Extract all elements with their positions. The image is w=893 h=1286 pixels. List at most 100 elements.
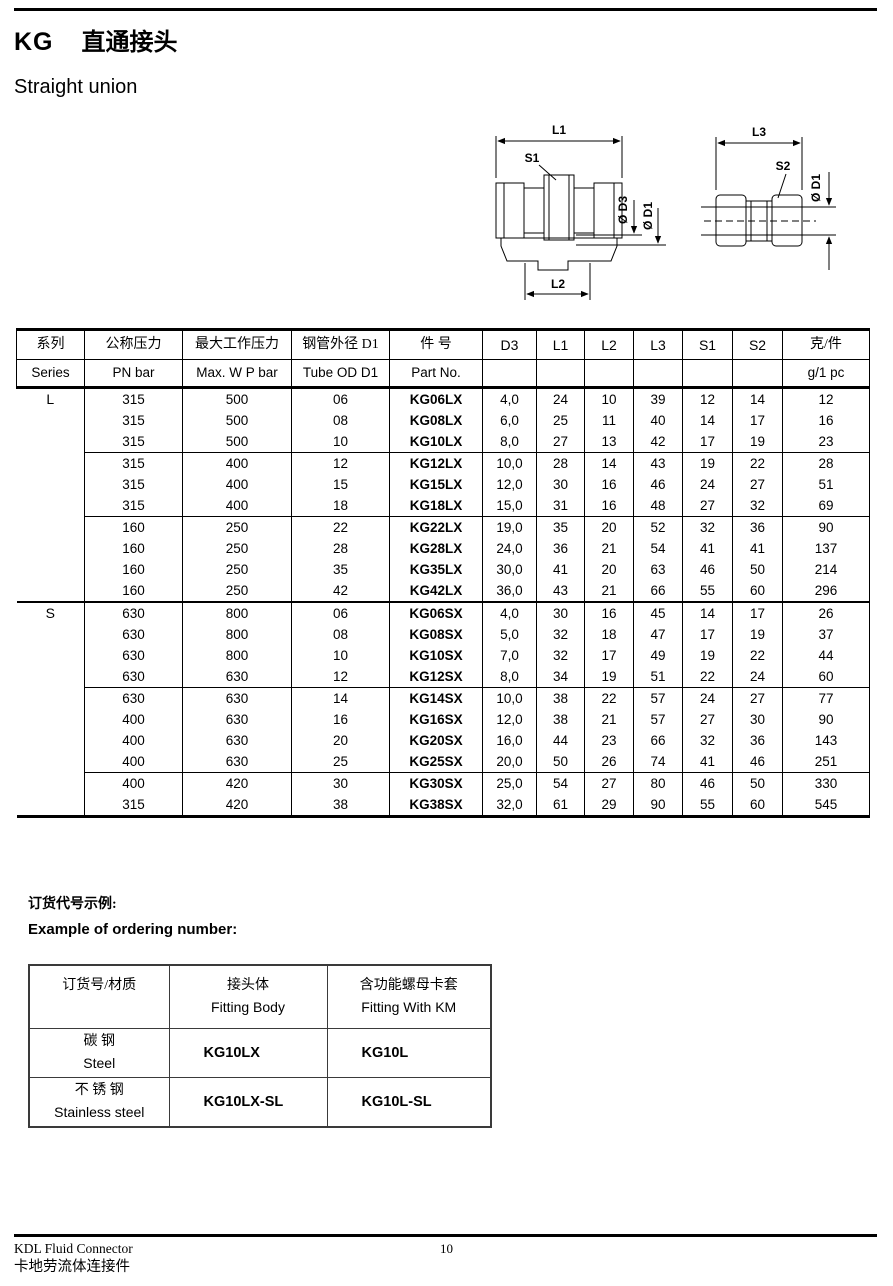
ordering-col-material: 订货号/材质 <box>28 964 170 1029</box>
data-cell: 77 <box>782 687 870 709</box>
data-cell: 545 <box>782 794 870 818</box>
table-row: 315 400 15 KG15LX 12,0 30 16 46 24 27 51 <box>17 474 870 495</box>
data-cell: 38 <box>536 709 585 730</box>
data-cell: 24 <box>536 387 585 410</box>
series-code-title: KG <box>14 28 54 56</box>
col-header-empty <box>536 359 585 389</box>
data-cell: 26 <box>782 602 870 624</box>
data-cell: 800 <box>182 624 292 645</box>
part-number-cell: KG08SX <box>389 624 483 645</box>
data-cell: 16 <box>782 410 870 431</box>
data-cell: 630 <box>182 666 292 688</box>
data-cell: 22 <box>732 452 783 474</box>
ordering-col-km-en: Fitting With KM <box>361 999 457 1015</box>
data-cell: 5,0 <box>482 624 537 645</box>
data-cell: 43 <box>536 580 585 603</box>
data-cell: 4,0 <box>482 602 537 624</box>
dim-label-l2: L2 <box>551 277 565 291</box>
data-cell: 46 <box>732 751 783 773</box>
dim-label-d1-right: Ø D1 <box>809 174 823 202</box>
data-cell: 29 <box>584 794 634 818</box>
ordering-table: 订货号/材质 接头体 Fitting Body 含功能螺母卡套 Fitting … <box>28 964 492 1128</box>
data-cell: 74 <box>633 751 683 773</box>
col-header-empty <box>584 359 634 389</box>
data-cell: 24 <box>682 687 733 709</box>
data-cell: 34 <box>536 666 585 688</box>
data-cell: 630 <box>84 666 183 688</box>
table-row: 630 800 10 KG10SX 7,0 32 17 49 19 22 44 <box>17 645 870 666</box>
col-header-partno-en: Part No. <box>389 359 483 389</box>
material-stainless: 不 锈 钢 Stainless steel <box>28 1077 170 1128</box>
data-cell: 315 <box>84 794 183 818</box>
data-cell: 41 <box>682 538 733 559</box>
data-cell: 14 <box>584 452 634 474</box>
data-cell: 30 <box>732 709 783 730</box>
data-cell: 22 <box>584 687 634 709</box>
ordering-row-steel: 碳 钢 Steel KG10LX KG10L <box>28 1028 492 1078</box>
data-cell: 250 <box>182 538 292 559</box>
data-cell: 20 <box>584 516 634 538</box>
title-chinese: 直通接头 <box>81 30 178 56</box>
data-cell: 54 <box>536 772 585 794</box>
data-cell: 214 <box>782 559 870 580</box>
data-cell: 31 <box>536 495 585 517</box>
data-cell: 4,0 <box>482 387 537 410</box>
data-cell: 315 <box>84 474 183 495</box>
data-cell: 43 <box>633 452 683 474</box>
part-number-cell: KG12LX <box>389 452 483 474</box>
data-cell: 17 <box>682 624 733 645</box>
data-cell: 19 <box>682 452 733 474</box>
data-cell: 39 <box>633 387 683 410</box>
data-cell: 500 <box>182 410 292 431</box>
data-cell: 14 <box>682 410 733 431</box>
table-row: 315 400 12 KG12LX 10,0 28 14 43 19 22 28 <box>17 452 870 474</box>
steel-km-code: KG10L <box>326 1028 492 1078</box>
dim-label-l3: L3 <box>752 125 766 139</box>
data-cell: 13 <box>584 431 634 453</box>
col-header-empty <box>482 359 537 389</box>
data-cell: 400 <box>84 730 183 751</box>
data-cell: 27 <box>732 687 783 709</box>
data-cell: 28 <box>536 452 585 474</box>
col-header-l2: L2 <box>584 329 634 360</box>
data-cell: 14 <box>732 387 783 410</box>
data-cell: 23 <box>782 431 870 453</box>
col-header-d3: D3 <box>482 329 537 360</box>
data-cell: 400 <box>182 495 292 517</box>
series-label: L <box>16 387 85 603</box>
data-cell: 42 <box>291 580 390 603</box>
data-cell: 420 <box>182 772 292 794</box>
part-number-cell: KG06LX <box>389 387 483 410</box>
data-cell: 44 <box>536 730 585 751</box>
part-number-cell: KG28LX <box>389 538 483 559</box>
col-header-empty <box>732 359 783 389</box>
part-number-cell: KG22LX <box>389 516 483 538</box>
data-cell: 22 <box>732 645 783 666</box>
data-cell: 28 <box>291 538 390 559</box>
data-cell: 08 <box>291 624 390 645</box>
part-number-cell: KG20SX <box>389 730 483 751</box>
table-row: 315 500 08 KG08LX 6,0 25 11 40 14 17 16 <box>17 410 870 431</box>
data-cell: 40 <box>633 410 683 431</box>
data-cell: 630 <box>182 751 292 773</box>
data-cell: 51 <box>782 474 870 495</box>
data-cell: 36,0 <box>482 580 537 603</box>
data-cell: 630 <box>182 709 292 730</box>
data-cell: 8,0 <box>482 666 537 688</box>
steel-body-code: KG10LX <box>168 1028 328 1078</box>
data-cell: 160 <box>84 516 183 538</box>
table-row: 400 630 20 KG20SX 16,0 44 23 66 32 36 143 <box>17 730 870 751</box>
data-cell: 8,0 <box>482 431 537 453</box>
data-cell: 137 <box>782 538 870 559</box>
stainless-body-code: KG10LX-SL <box>168 1077 328 1128</box>
col-header-pn-en: PN bar <box>84 359 183 389</box>
table-row: 630 630 14 KG14SX 10,0 38 22 57 24 27 77 <box>17 687 870 709</box>
data-cell: 15 <box>291 474 390 495</box>
data-cell: 16 <box>584 495 634 517</box>
data-cell: 27 <box>682 495 733 517</box>
dim-label-s2: S2 <box>776 159 791 173</box>
part-number-cell: KG16SX <box>389 709 483 730</box>
data-cell: 38 <box>291 794 390 818</box>
data-cell: 17 <box>584 645 634 666</box>
